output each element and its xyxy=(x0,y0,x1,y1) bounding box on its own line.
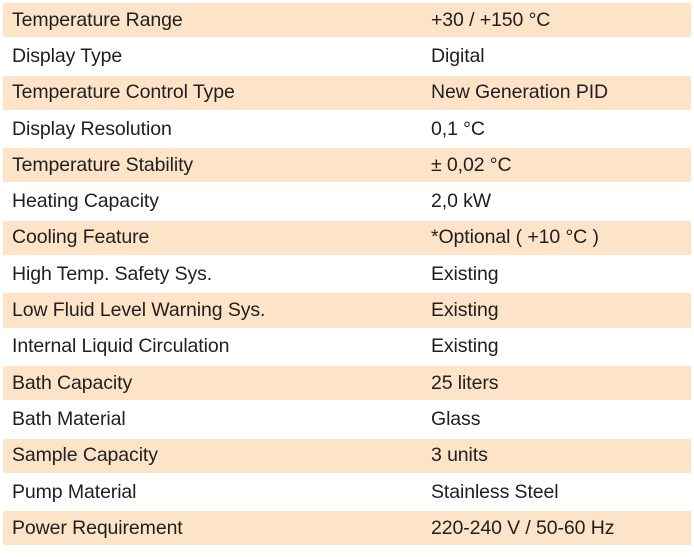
spec-value: ± 0,02 °C xyxy=(422,148,691,183)
spec-label: Power Requirement xyxy=(3,511,422,546)
spec-label: Bath Material xyxy=(12,407,126,430)
table-row: Bath Material Glass xyxy=(3,402,691,436)
spec-value: +30 / +150 °C xyxy=(422,3,691,38)
specifications-table: Temperature Range +30 / +150 °C Display … xyxy=(3,1,691,547)
table-row: High Temp. Safety Sys. Existing xyxy=(3,257,691,291)
spec-label: Display Type xyxy=(12,44,123,67)
spec-label: Heating Capacity xyxy=(12,190,159,213)
spec-value: Existing xyxy=(422,293,691,328)
spec-label: Temperature Range xyxy=(3,3,422,38)
spec-label: Low Fluid Level Warning Sys. xyxy=(3,293,422,328)
spec-value: Digital xyxy=(431,44,485,67)
spec-value: Glass xyxy=(431,407,481,430)
table-row: Cooling Feature *Optional ( +10 °C ) xyxy=(3,220,691,256)
table-row: Display Resolution 0,1 °C xyxy=(3,112,691,146)
table-row: Display Type Digital xyxy=(3,39,691,73)
spec-label: Bath Capacity xyxy=(3,365,422,401)
spec-value: Stainless Steel xyxy=(431,480,559,503)
spec-value: New Generation PID xyxy=(422,75,691,110)
table-row: Sample Capacity 3 units xyxy=(3,438,691,473)
table-row: Internal Liquid Circulation Existing xyxy=(3,330,691,364)
specifications-table-body: Temperature Range +30 / +150 °C Display … xyxy=(3,3,691,546)
spec-label: Cooling Feature xyxy=(3,220,422,256)
table-row: Bath Capacity 25 liters xyxy=(3,365,691,401)
spec-value: Existing xyxy=(431,335,499,358)
spec-value: 0,1 °C xyxy=(431,117,485,140)
spec-value: *Optional ( +10 °C ) xyxy=(422,220,691,256)
table-row: Heating Capacity 2,0 kW xyxy=(3,184,691,218)
spec-value: 220-240 V / 50-60 Hz xyxy=(422,511,691,546)
table-row: Power Requirement 220-240 V / 50-60 Hz xyxy=(3,511,691,546)
table-row: Low Fluid Level Warning Sys. Existing xyxy=(3,293,691,328)
spec-label: Temperature Stability xyxy=(3,148,422,183)
spec-label: Pump Material xyxy=(12,480,137,503)
spec-label: Display Resolution xyxy=(12,117,172,140)
spec-label: Internal Liquid Circulation xyxy=(12,335,230,358)
table-row: Temperature Control Type New Generation … xyxy=(3,75,691,110)
spec-value: 3 units xyxy=(422,438,691,473)
spec-value: 25 liters xyxy=(422,365,691,401)
table-row: Temperature Range +30 / +150 °C xyxy=(3,3,691,38)
table-row: Temperature Stability ± 0,02 °C xyxy=(3,148,691,183)
spec-label: Temperature Control Type xyxy=(3,75,422,110)
spec-value: Existing xyxy=(431,262,499,285)
spec-label: High Temp. Safety Sys. xyxy=(12,262,213,285)
table-row: Pump Material Stainless Steel xyxy=(3,475,691,509)
spec-value: 2,0 kW xyxy=(431,190,492,213)
spec-label: Sample Capacity xyxy=(3,438,422,473)
